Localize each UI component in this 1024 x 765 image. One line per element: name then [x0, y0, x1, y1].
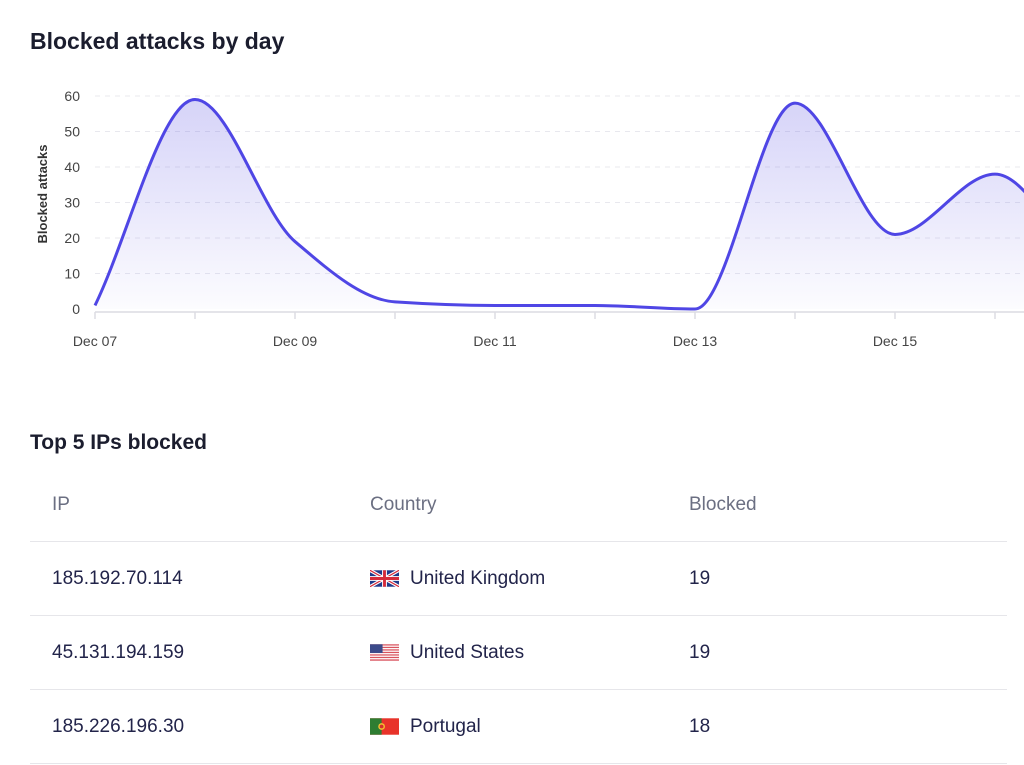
country-name: Portugal	[410, 715, 481, 737]
column-header-blocked: Blocked	[689, 493, 757, 515]
x-tick-label: Dec 09	[273, 333, 318, 349]
column-header-country: Country	[370, 493, 437, 515]
country-cell: Portugal	[370, 716, 689, 738]
x-tick-label: Dec 13	[673, 333, 718, 349]
y-tick-label: 10	[64, 266, 80, 282]
column-header-ip: IP	[52, 493, 70, 515]
x-tick-label: Dec 07	[73, 333, 118, 349]
top-ips-table: IP Country Blocked 185.192.70.114 United…	[30, 468, 1007, 764]
blocked-count: 18	[689, 715, 711, 737]
series-area	[95, 99, 1024, 309]
x-tick-label: Dec 11	[473, 333, 517, 349]
ip-cell: 185.226.196.30	[52, 715, 185, 737]
ip-cell: 45.131.194.159	[52, 641, 185, 663]
blocked-attacks-chart: 0 10 20 30 40 50 60 Dec 07 Dec 09 Dec 11 Dec 13 Dec…	[35, 88, 1024, 349]
table-header: IP Country Blocked	[30, 468, 1007, 542]
y-tick-label: 0	[72, 301, 80, 317]
y-tick-label: 40	[64, 159, 80, 175]
blocked-count: 19	[689, 567, 711, 589]
y-axis-label: Blocked attacks	[35, 145, 50, 244]
ip-cell: 185.192.70.114	[52, 567, 183, 589]
us-flag-icon	[370, 644, 399, 661]
y-tick-label: 30	[64, 195, 80, 211]
country-name: United States	[410, 641, 525, 663]
portugal-flag-icon	[370, 718, 399, 735]
table-row: 185.226.196.30 Portugal 18	[30, 690, 1007, 764]
series-line	[93, 98, 1024, 311]
y-tick-label: 50	[64, 124, 80, 140]
chart-title: Blocked attacks by day	[30, 28, 285, 54]
country-cell: United States	[370, 642, 689, 664]
table-title: Top 5 IPs blocked	[30, 431, 207, 454]
country-name: United Kingdom	[410, 567, 546, 589]
x-tick-label: Dec 15	[873, 333, 918, 349]
uk-flag-icon	[370, 570, 399, 587]
table-row: 185.192.70.114 United Kingdom 19	[30, 542, 1007, 616]
country-cell: United Kingdom	[370, 568, 689, 590]
y-tick-label: 60	[64, 88, 80, 104]
table-row: 45.131.194.159 United States 19	[30, 616, 1007, 690]
y-tick-label: 20	[64, 230, 80, 246]
blocked-count: 19	[689, 641, 711, 663]
